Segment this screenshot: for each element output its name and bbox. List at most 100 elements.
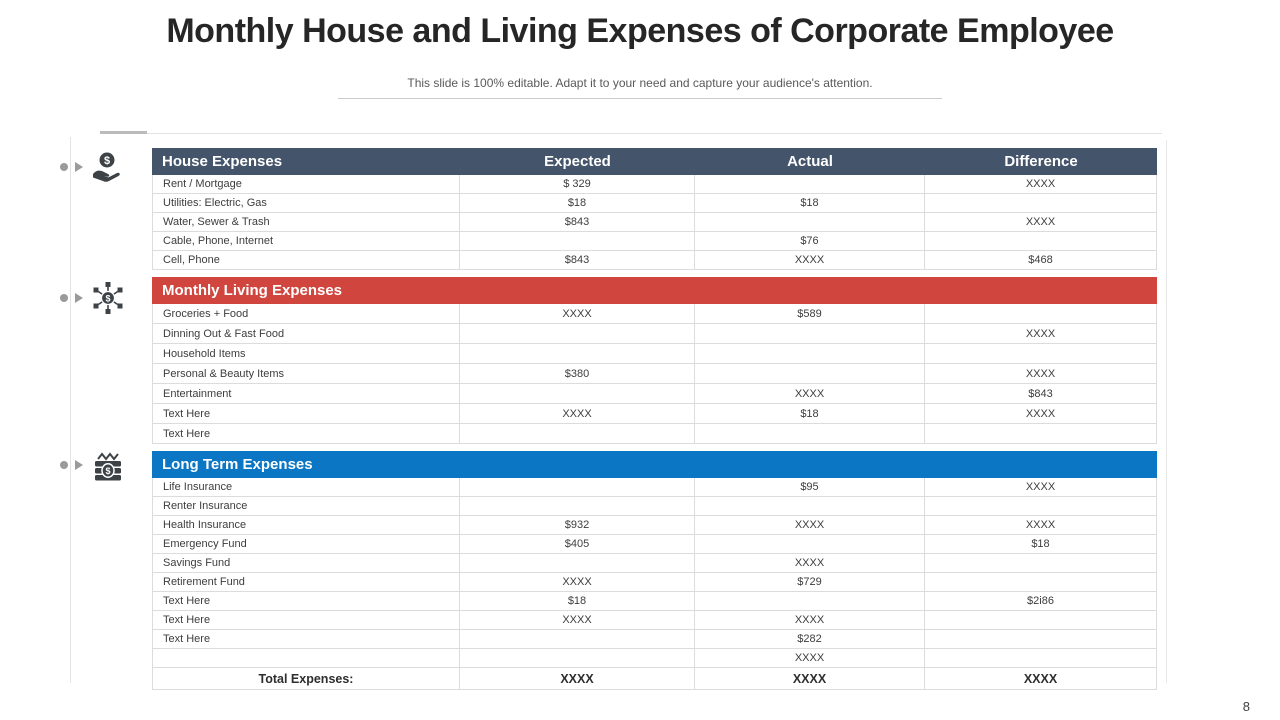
row-value: XXXX — [695, 649, 925, 668]
row-value — [695, 592, 925, 611]
row-label: Household Items — [152, 344, 460, 364]
row-value: $ 329 — [460, 175, 695, 194]
dollar-hand-icon: $ — [93, 152, 120, 182]
total-value: XXXX — [460, 668, 695, 690]
row-value: $76 — [695, 232, 925, 251]
row-label: Renter Insurance — [152, 497, 460, 516]
row-label: Cable, Phone, Internet — [152, 232, 460, 251]
row-label: Cell, Phone — [152, 251, 460, 270]
bullet-dot-icon — [60, 461, 68, 469]
row-value: $468 — [925, 251, 1157, 270]
table-row: Text Here $18 $2i86 — [152, 592, 1157, 611]
money-stack-icon: $ — [95, 452, 121, 481]
row-value: XXXX — [925, 213, 1157, 232]
row-value — [925, 497, 1157, 516]
row-value: XXXX — [695, 611, 925, 630]
table-row: Emergency Fund $405 $18 — [152, 535, 1157, 554]
svg-text:$: $ — [104, 155, 110, 167]
row-value: XXXX — [925, 175, 1157, 194]
frame-left-line — [70, 137, 71, 683]
row-value — [460, 497, 695, 516]
row-value: $843 — [925, 384, 1157, 404]
table-row: Retirement Fund XXXX $729 — [152, 573, 1157, 592]
row-value — [695, 175, 925, 194]
table-row: Health Insurance $932 XXXX XXXX — [152, 516, 1157, 535]
row-value — [460, 424, 695, 444]
table-row: Cell, Phone $843 XXXX $468 — [152, 251, 1157, 270]
dollar-network-icon: $ — [93, 282, 123, 314]
section-rows: Rent / Mortgage $ 329 XXXX Utilities: Elect… — [152, 175, 1157, 270]
row-label: Text Here — [152, 404, 460, 424]
row-label: Health Insurance — [152, 516, 460, 535]
row-value — [925, 304, 1157, 324]
house-expenses-marker: $ — [60, 150, 124, 184]
row-value: $380 — [460, 364, 695, 384]
row-value — [695, 424, 925, 444]
table-row: Personal & Beauty Items $380 XXXX — [152, 364, 1157, 384]
section-rows: Groceries + Food XXXX $589 Dinning Out & Fa… — [152, 304, 1157, 444]
table-row: Household Items — [152, 344, 1157, 364]
row-value — [925, 573, 1157, 592]
row-label: Utilities: Electric, Gas — [152, 194, 460, 213]
row-value — [695, 364, 925, 384]
row-value — [460, 232, 695, 251]
row-value: $729 — [695, 573, 925, 592]
row-value — [925, 611, 1157, 630]
bullet-arrow-icon — [75, 162, 83, 172]
section-band: Monthly Living Expenses — [152, 277, 1157, 304]
expenses-table: House Expenses Expected Actual Difference Re… — [152, 148, 1157, 690]
row-value: XXXX — [925, 364, 1157, 384]
row-value: $843 — [460, 213, 695, 232]
row-value: XXXX — [460, 304, 695, 324]
row-label: Emergency Fund — [152, 535, 460, 554]
column-header: House Expenses — [162, 153, 283, 170]
table-row: Utilities: Electric, Gas $18 $18 — [152, 194, 1157, 213]
slide-subtitle: This slide is 100% editable. Adapt it to… — [407, 76, 873, 90]
row-value — [460, 478, 695, 497]
row-label: Text Here — [152, 424, 460, 444]
bullet-arrow-icon — [75, 293, 83, 303]
table-row: Cable, Phone, Internet $76 — [152, 232, 1157, 251]
row-value — [925, 344, 1157, 364]
row-value — [460, 344, 695, 364]
row-label: Text Here — [152, 592, 460, 611]
section-band: Long Term Expenses — [152, 451, 1157, 478]
row-value: XXXX — [460, 573, 695, 592]
row-label: Rent / Mortgage — [152, 175, 460, 194]
row-value: $18 — [460, 592, 695, 611]
frame-top-line — [100, 133, 1162, 134]
row-value — [925, 630, 1157, 649]
row-value: XXXX — [695, 516, 925, 535]
table-row: XXXX — [152, 649, 1157, 668]
row-value: $843 — [460, 251, 695, 270]
subtitle-divider: This slide is 100% editable. Adapt it to… — [338, 76, 942, 99]
row-value: $2i86 — [925, 592, 1157, 611]
row-value: $405 — [460, 535, 695, 554]
row-label: Personal & Beauty Items — [152, 364, 460, 384]
row-label: Entertainment — [152, 384, 460, 404]
svg-text:$: $ — [105, 466, 110, 476]
total-label: Total Expenses: — [152, 668, 460, 690]
row-value — [460, 649, 695, 668]
frame-right-line — [1166, 140, 1167, 683]
row-value — [925, 649, 1157, 668]
row-value: XXXX — [460, 404, 695, 424]
page-title: Monthly House and Living Expenses of Cor… — [166, 12, 1114, 50]
row-value: XXXX — [925, 324, 1157, 344]
table-row: Water, Sewer & Trash $843 XXXX — [152, 213, 1157, 232]
table-header-row: House Expenses Expected Actual Difference — [152, 148, 1157, 175]
row-value: $282 — [695, 630, 925, 649]
section-gap — [152, 444, 1157, 451]
table-row: Text Here $282 — [152, 630, 1157, 649]
table-row: Text Here XXXX $18 XXXX — [152, 404, 1157, 424]
longterm-expenses-marker: $ — [60, 447, 126, 483]
total-row: Total Expenses: XXXX XXXX XXXX — [152, 668, 1157, 690]
row-label: Water, Sewer & Trash — [152, 213, 460, 232]
row-value: $589 — [695, 304, 925, 324]
table-row: Renter Insurance — [152, 497, 1157, 516]
frame-top-accent — [100, 131, 147, 134]
row-value: XXXX — [925, 404, 1157, 424]
row-value: XXXX — [460, 611, 695, 630]
row-value — [460, 554, 695, 573]
table-row: Text Here XXXX XXXX — [152, 611, 1157, 630]
